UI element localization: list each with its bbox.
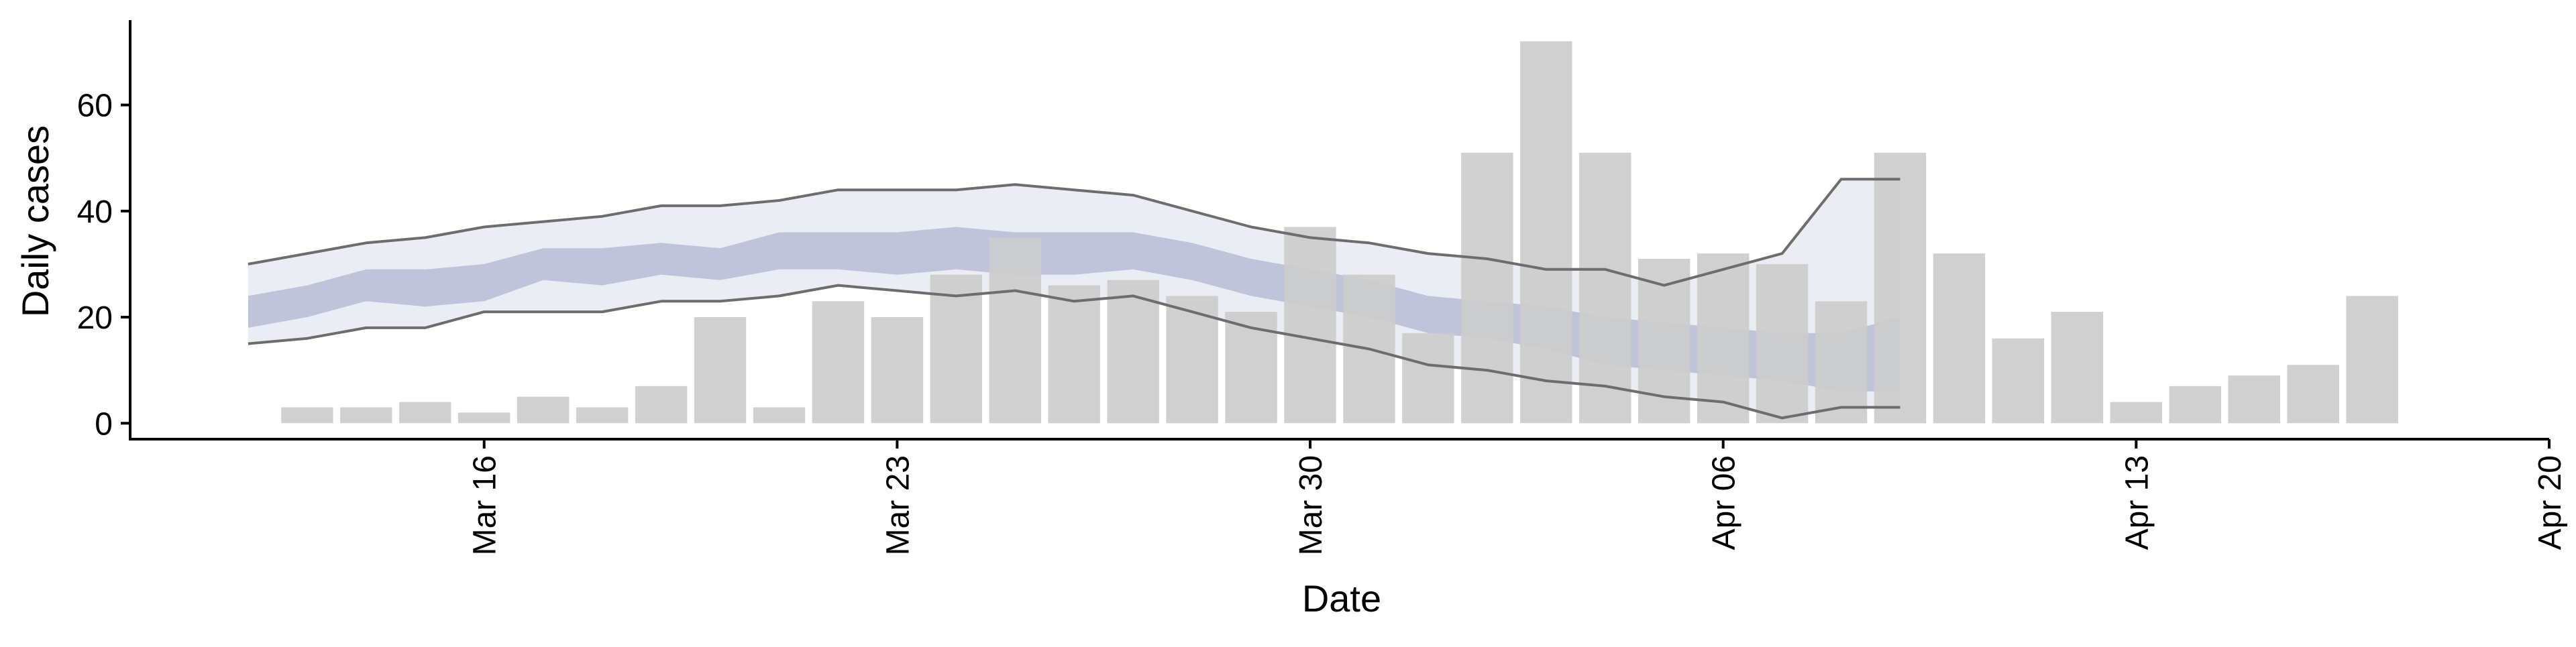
x-ticks: Mar 16 Mar 23 Mar 30 Apr 06 Apr 13 Apr 20 xyxy=(468,439,2568,555)
bar xyxy=(2110,402,2162,424)
bar xyxy=(2228,375,2280,424)
x-tick-label: Apr 20 xyxy=(2532,455,2568,550)
bar xyxy=(635,386,688,424)
axes-layer xyxy=(129,20,2549,440)
lower-line xyxy=(248,284,1900,420)
inner-band xyxy=(248,227,1900,392)
bar xyxy=(753,407,806,424)
x-tick-label: Mar 16 xyxy=(468,455,503,555)
bar xyxy=(2287,365,2339,424)
y-tick-label: 40 xyxy=(77,194,113,230)
bar xyxy=(1756,263,1809,424)
bar xyxy=(1933,253,1986,424)
lines-layer xyxy=(248,178,1900,420)
bar xyxy=(1402,333,1454,424)
bar xyxy=(812,301,865,424)
x-axis-title: Date xyxy=(1302,577,1381,620)
bar xyxy=(694,317,747,424)
bar xyxy=(1520,41,1572,424)
bar xyxy=(1815,301,1868,424)
bar xyxy=(1461,152,1513,424)
bar xyxy=(871,317,924,424)
y-tick-label: 60 xyxy=(77,89,113,124)
bar xyxy=(2169,386,2221,424)
bar xyxy=(1579,152,1631,424)
bar xyxy=(340,407,392,424)
x-tick-label: Apr 06 xyxy=(1707,455,1742,550)
bar xyxy=(1048,285,1100,424)
y-ticks: 0 20 40 60 xyxy=(77,89,130,442)
bar xyxy=(281,407,333,424)
upper-line xyxy=(248,178,1900,287)
bar xyxy=(576,407,629,424)
bar xyxy=(517,396,570,424)
bar xyxy=(989,237,1041,424)
bars-layer xyxy=(281,41,2398,424)
bar xyxy=(2346,296,2398,424)
bar xyxy=(1107,280,1159,424)
bar xyxy=(1992,338,2045,424)
bar xyxy=(1166,296,1218,424)
y-tick-label: 0 xyxy=(95,406,113,442)
bar xyxy=(1697,253,1750,424)
bar xyxy=(930,274,982,424)
y-tick-label: 20 xyxy=(77,300,113,336)
bar xyxy=(399,402,451,424)
x-tick-label: Mar 23 xyxy=(880,455,916,555)
x-tick-label: Mar 30 xyxy=(1293,455,1329,555)
x-tick-label: Apr 13 xyxy=(2119,455,2155,550)
y-axis-title: Daily cases xyxy=(14,125,56,317)
bar xyxy=(2051,312,2104,424)
bar xyxy=(1284,227,1336,424)
bar xyxy=(458,412,511,424)
bar xyxy=(1874,152,1927,424)
